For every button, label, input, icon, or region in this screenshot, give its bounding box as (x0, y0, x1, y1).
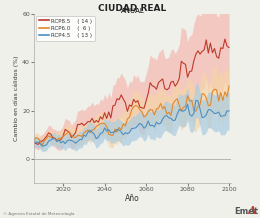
Text: A: A (248, 205, 256, 216)
Title: CIUDAD REAL: CIUDAD REAL (99, 4, 167, 13)
Text: © Agencia Estatal de Meteorología: © Agencia Estatal de Meteorología (3, 212, 74, 216)
Text: Emet: Emet (235, 207, 259, 216)
Y-axis label: Cambio en días cálidos (%): Cambio en días cálidos (%) (14, 56, 19, 141)
Legend: RCP8.5    ( 14 ), RCP6.0    (  6 ), RCP4.5    ( 13 ): RCP8.5 ( 14 ), RCP6.0 ( 6 ), RCP4.5 ( 13… (36, 16, 95, 41)
X-axis label: Año: Año (125, 194, 140, 203)
Text: ANUAL: ANUAL (121, 8, 145, 14)
